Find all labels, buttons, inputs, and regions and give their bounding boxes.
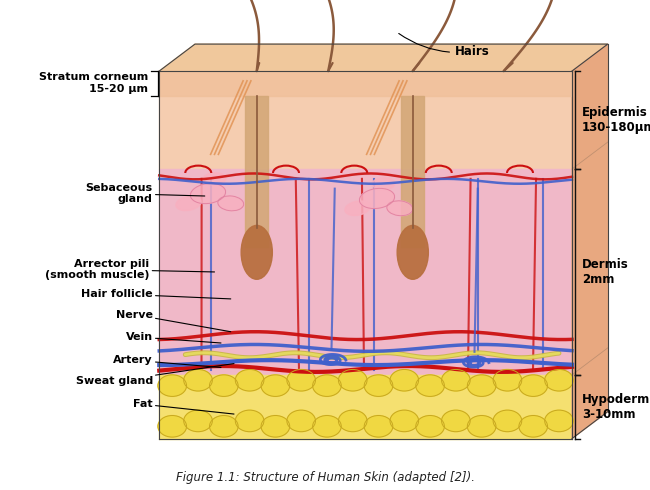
Circle shape [261, 416, 290, 437]
Circle shape [209, 375, 238, 396]
Ellipse shape [397, 225, 428, 279]
Circle shape [493, 369, 522, 391]
Text: Stratum corneum
15-20 μm: Stratum corneum 15-20 μm [39, 73, 148, 94]
Circle shape [313, 416, 341, 437]
Text: Dermis
2mm: Dermis 2mm [582, 258, 629, 286]
Circle shape [390, 410, 419, 432]
Text: Hairs: Hairs [398, 33, 489, 58]
Circle shape [545, 410, 573, 432]
Text: Arrector pili
(smooth muscle): Arrector pili (smooth muscle) [45, 259, 214, 280]
Circle shape [390, 369, 419, 391]
Ellipse shape [190, 183, 226, 204]
Circle shape [287, 410, 315, 432]
Polygon shape [572, 44, 608, 439]
Text: Figure 1.1: Structure of Human Skin (adapted [2]).: Figure 1.1: Structure of Human Skin (ada… [176, 471, 474, 484]
Circle shape [364, 416, 393, 437]
Circle shape [519, 416, 547, 437]
Circle shape [287, 369, 315, 391]
Ellipse shape [359, 188, 395, 209]
Circle shape [235, 369, 264, 391]
Polygon shape [401, 96, 424, 247]
Circle shape [416, 375, 445, 396]
Polygon shape [159, 44, 608, 71]
Polygon shape [245, 96, 268, 247]
Circle shape [364, 375, 393, 396]
Text: Nerve: Nerve [116, 310, 231, 332]
Ellipse shape [372, 177, 395, 190]
Circle shape [184, 369, 213, 391]
Polygon shape [159, 169, 572, 375]
Circle shape [519, 375, 547, 396]
Circle shape [441, 369, 470, 391]
Text: Fat: Fat [133, 399, 234, 414]
Circle shape [261, 375, 290, 396]
Circle shape [339, 410, 367, 432]
Circle shape [467, 375, 496, 396]
Circle shape [416, 416, 445, 437]
Circle shape [235, 410, 264, 432]
Polygon shape [159, 71, 572, 96]
Circle shape [339, 369, 367, 391]
Circle shape [313, 375, 341, 396]
Polygon shape [159, 71, 572, 169]
Text: Hypodermis
3-10mm: Hypodermis 3-10mm [582, 392, 650, 421]
Text: Hair follicle: Hair follicle [81, 289, 231, 299]
Ellipse shape [345, 201, 370, 216]
Circle shape [441, 410, 470, 432]
Ellipse shape [203, 172, 226, 185]
Text: Artery: Artery [113, 355, 221, 368]
Polygon shape [159, 375, 572, 439]
Circle shape [158, 416, 187, 437]
Circle shape [545, 369, 573, 391]
Ellipse shape [218, 196, 244, 211]
Text: Sebaceous
gland: Sebaceous gland [86, 183, 205, 204]
Circle shape [467, 416, 496, 437]
Circle shape [209, 416, 238, 437]
Text: Epidermis
130-180μm: Epidermis 130-180μm [582, 106, 650, 134]
Ellipse shape [241, 225, 272, 279]
Ellipse shape [387, 201, 413, 216]
Circle shape [158, 375, 187, 396]
Text: Vein: Vein [125, 332, 221, 343]
Circle shape [184, 410, 213, 432]
Circle shape [493, 410, 522, 432]
Text: Sweat gland: Sweat gland [75, 364, 234, 386]
Ellipse shape [176, 196, 201, 211]
